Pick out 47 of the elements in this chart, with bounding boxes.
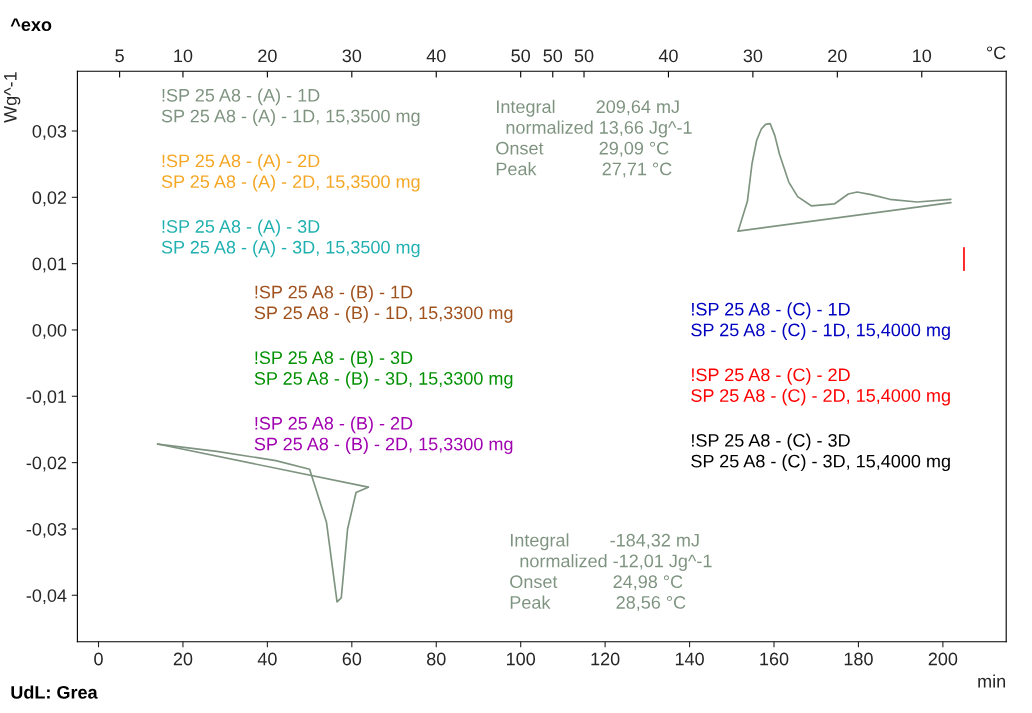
- legend-label: !SP 25 A8 - (C) - 1D SP 25 A8 - (C) - 1D, 15,4000 mg: [691, 302, 950, 340]
- y-axis-title: Wg^-1: [4, 72, 21, 123]
- x-tick-label: 160: [760, 652, 789, 666]
- text: 50: [574, 49, 594, 63]
- text: 20: [828, 49, 847, 63]
- text: 10: [174, 49, 193, 63]
- y-tick-label: -0,02: [26, 456, 67, 472]
- text: 5: [115, 49, 124, 63]
- legend-label: !SP 25 A8 - (A) - 3D SP 25 A8 - (A) - 3D, 15,3500 mg: [161, 219, 420, 258]
- x-axis-title: min: [978, 674, 1006, 688]
- y-tick-label: -0,01: [26, 390, 67, 406]
- text: 50: [543, 49, 563, 63]
- text: UdL: Grea: [11, 685, 98, 699]
- y-tick-label: -0,03: [26, 522, 67, 538]
- text: !SP 25 A8 - (A) - 1D SP 25 A8 - (A) - 1D, 15,3500 mg: [161, 88, 420, 126]
- y-tick-label: 0,00: [32, 323, 67, 339]
- y-tick-label: 0,01: [32, 257, 67, 273]
- legend-label: !SP 25 A8 - (B) - 1D SP 25 A8 - (B) - 1D, 15,3300 mg: [254, 285, 513, 323]
- annotation: Integral -184,32 mJ normalized -12,01 Jg^-1 Onset 24,98 °C Peak 28,56 °C: [510, 533, 712, 611]
- text: 30: [342, 49, 362, 63]
- x-tick-label: 40: [257, 652, 277, 666]
- text: 10: [913, 49, 932, 63]
- legend-label: !SP 25 A8 - (C) - 3D SP 25 A8 - (C) - 3D, 15,4000 mg: [691, 433, 950, 472]
- y-tick-label: 0,02: [32, 191, 67, 207]
- text: 40: [426, 49, 446, 63]
- y-tick-label: 0,03: [32, 124, 67, 140]
- text: 50: [511, 49, 531, 63]
- x-tick-label: 180: [844, 652, 873, 666]
- x-tick-label: 140: [675, 652, 704, 666]
- x-tick-label: 80: [427, 652, 446, 666]
- x-tick-label: 120: [591, 652, 620, 666]
- annotation: Integral 209,64 mJ normalized 13,66 Jg^-1 Onset 29,09 °C Peak 27,71 °C: [496, 99, 692, 178]
- text: 40: [658, 49, 678, 63]
- text: !SP 25 A8 - (C) - 2D SP 25 A8 - (C) - 2D, 15,4000 mg: [691, 367, 950, 406]
- legend-label: !SP 25 A8 - (B) - 3D SP 25 A8 - (B) - 3D, 15,3300 mg: [254, 350, 513, 389]
- x-tick-label: 200: [928, 652, 958, 666]
- x-tick-label: 60: [342, 652, 362, 666]
- x2-axis-title: °C: [987, 46, 1006, 60]
- text: 30: [743, 49, 763, 63]
- x-tick-label: 20: [173, 652, 193, 666]
- x-tick-label: 0: [94, 652, 103, 666]
- x-tick-label: 100: [507, 652, 536, 666]
- legend-label: !SP 25 A8 - (A) - 2D SP 25 A8 - (A) - 2D, 15,3500 mg: [161, 154, 420, 192]
- text: 20: [258, 49, 277, 63]
- text: ^exo: [10, 18, 52, 32]
- legend-label: !SP 25 A8 - (B) - 2D SP 25 A8 - (B) - 2D, 15,3300 mg: [254, 416, 513, 454]
- y-tick-label: -0,04: [26, 589, 67, 605]
